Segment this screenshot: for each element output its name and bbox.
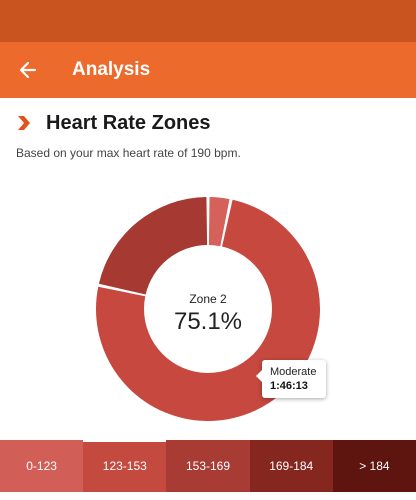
status-bar (0, 0, 416, 42)
zone-tab-2[interactable]: 153-169 (166, 440, 250, 492)
donut-center-value: 75.1% (173, 308, 243, 335)
zone-tab-label: > 184 (359, 459, 390, 473)
arrow-left-icon (19, 61, 37, 79)
page-title: Analysis (72, 59, 151, 80)
zone-tabs: 0-123 123-153 153-169 169-184 > 184 (0, 440, 416, 492)
donut-slice-0-123[interactable] (208, 197, 230, 247)
bottom-strip (0, 492, 416, 500)
zone-tab-label: 0-123 (26, 459, 57, 473)
tooltip-zone-time: 1:46:13 (270, 380, 308, 392)
chevron-right-icon (18, 116, 30, 130)
section-title: Heart Rate Zones (46, 111, 211, 134)
zone-tab-label: 123-153 (102, 459, 147, 473)
tooltip-zone-name: Moderate (270, 366, 317, 378)
chart-tooltip: Moderate 1:46:13 (256, 360, 326, 398)
back-button[interactable] (0, 42, 56, 98)
zone-tab-3[interactable]: 169-184 (249, 440, 333, 492)
section-header: Heart Rate Zones (16, 108, 211, 138)
app-bar: Analysis (0, 42, 416, 98)
zone-tab-0[interactable]: 0-123 (0, 440, 84, 492)
donut-slice-153-169[interactable] (98, 197, 208, 295)
section-subtitle: Based on your max heart rate of 190 bpm. (16, 146, 241, 160)
zone-tab-label: 169-184 (269, 459, 314, 473)
donut-center-label: Zone 2 (189, 292, 227, 306)
zone-tab-4[interactable]: > 184 (332, 440, 416, 492)
zone-tab-1[interactable]: 123-153 (83, 440, 167, 492)
zone-tab-label: 153-169 (185, 459, 231, 473)
